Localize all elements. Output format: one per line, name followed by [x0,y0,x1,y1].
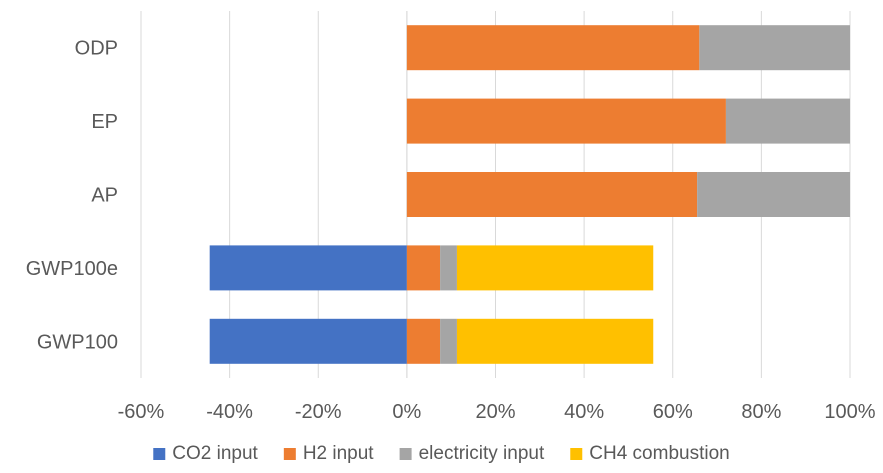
y-category-label: EP [91,111,118,133]
bar-ch4-combustion-gwp100e [456,245,654,291]
bar-electricity-input-ap [697,172,850,217]
y-category-label: ODP [75,38,118,60]
bar-electricity-input-ep [725,98,850,144]
x-tick-label: 20% [475,401,515,423]
bar-h2-input-gwp100e [406,245,441,291]
bar-ch4-combustion-gwp100 [456,318,654,364]
y-axis-labels: ODP EP AP GWP100e GWP100 [26,38,118,354]
x-tick-label: -60% [118,401,165,423]
legend-label: CH4 combustion [589,443,729,464]
x-tick-label: 100% [824,401,875,423]
legend: CO2 input H2 input electricity input CH4 co… [153,443,730,464]
legend-swatch [153,448,166,460]
y-category-label: AP [91,185,118,207]
x-tick-label: 40% [564,401,604,423]
legend-label: electricity input [419,443,545,464]
legend-label: H2 input [303,443,374,464]
bar-electricity-input-gwp100e [440,245,457,291]
y-category-label: GWP100e [26,258,118,280]
bar-h2-input-ap [406,172,698,217]
legend-label: CO2 input [172,443,258,464]
legend-swatch [399,448,412,460]
bar-electricity-input-odp [699,25,850,71]
bar-co2-input-gwp100e [209,245,407,291]
bars [209,25,850,364]
bar-electricity-input-gwp100 [440,318,457,364]
x-tick-label: -40% [206,401,253,423]
legend-swatch [283,448,296,460]
x-tick-label: -20% [295,401,342,423]
bar-co2-input-gwp100 [209,318,407,364]
y-category-label: GWP100 [37,331,118,353]
x-tick-label: 60% [653,401,693,423]
x-axis-labels: -60% -40% -20% 0% 20% 40% 60% 80% 100% [118,401,876,423]
legend-swatch [570,448,583,460]
bar-h2-input-ep [406,98,726,144]
x-tick-label: 80% [741,401,781,423]
bar-h2-input-odp [406,25,700,71]
x-tick-label: 0% [392,401,421,423]
bar-h2-input-gwp100 [406,318,441,364]
